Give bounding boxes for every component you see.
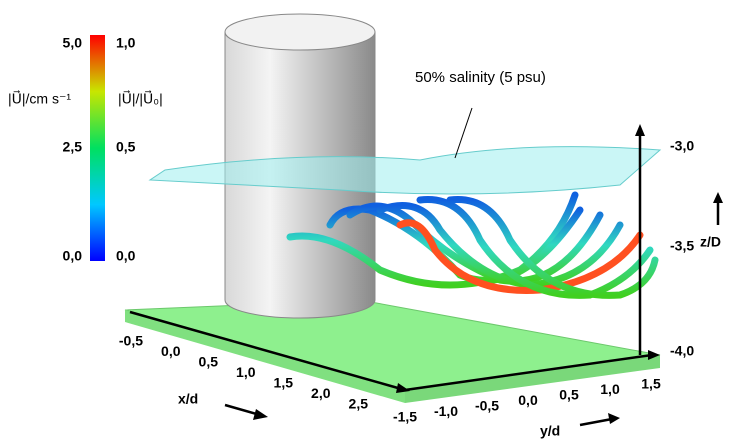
y-tick-label: 0,5 [559, 387, 579, 403]
y-tick-label: -1,5 [393, 409, 417, 425]
z-tick-label: -3,5 [670, 238, 694, 254]
annotation-leader [454, 107, 473, 159]
annotation: 50% salinity (5 psu) [415, 69, 546, 86]
x-tick-label: 0,0 [161, 343, 181, 359]
x-tick-label: 1,5 [274, 375, 294, 391]
arrow [253, 409, 268, 420]
colorbar-label: |U⃗|/cm s⁻¹ [8, 90, 71, 107]
colorbar [90, 35, 105, 261]
x-axis-line [129, 310, 406, 392]
colorbar-tick-label: 0,0 [63, 248, 83, 264]
z-tick-label: -3,0 [670, 138, 694, 154]
y-tick-label: 1,0 [600, 381, 620, 397]
arrow [713, 192, 723, 203]
colorbar-tick-label: 2,5 [63, 139, 83, 155]
arrow [224, 403, 261, 417]
floor-edge [125, 310, 405, 403]
x-tick-label: 0,5 [199, 354, 219, 370]
z-axis-label: z/D [700, 234, 721, 250]
arrow [579, 417, 613, 427]
arrow [648, 350, 660, 360]
x-axis-label: x/d [178, 391, 198, 407]
x-tick-label: -0,5 [119, 333, 143, 349]
salinity-surface [148, 146, 662, 195]
colorbar-tick-label: 0,5 [116, 139, 136, 155]
x-tick-label: 1,0 [236, 364, 256, 380]
arrow [608, 413, 620, 424]
x-tick-label: 2,0 [311, 385, 331, 401]
y-tick-label: -1,0 [434, 403, 458, 419]
x-tick-label: 2,5 [349, 396, 369, 412]
colorbar-tick-label: 5,0 [63, 35, 83, 51]
floor-edge [405, 355, 660, 403]
cylinder-top [224, 13, 376, 51]
y-tick-label: 1,5 [641, 376, 661, 392]
colorbar-tick-label: 1,0 [116, 35, 136, 51]
y-axis-line [404, 353, 653, 392]
y-axis-label: y/d [540, 423, 560, 439]
streamtubes [286, 191, 659, 299]
arrow [396, 383, 410, 393]
colorbar-label: |U⃗|/|U⃗₀| [118, 90, 163, 107]
y-tick-label: -0,5 [475, 398, 499, 414]
y-tick-label: 0,0 [518, 392, 538, 408]
colorbar-tick-label: 0,0 [116, 248, 136, 264]
arrow [635, 124, 645, 136]
z-tick-label: -4,0 [670, 343, 694, 359]
